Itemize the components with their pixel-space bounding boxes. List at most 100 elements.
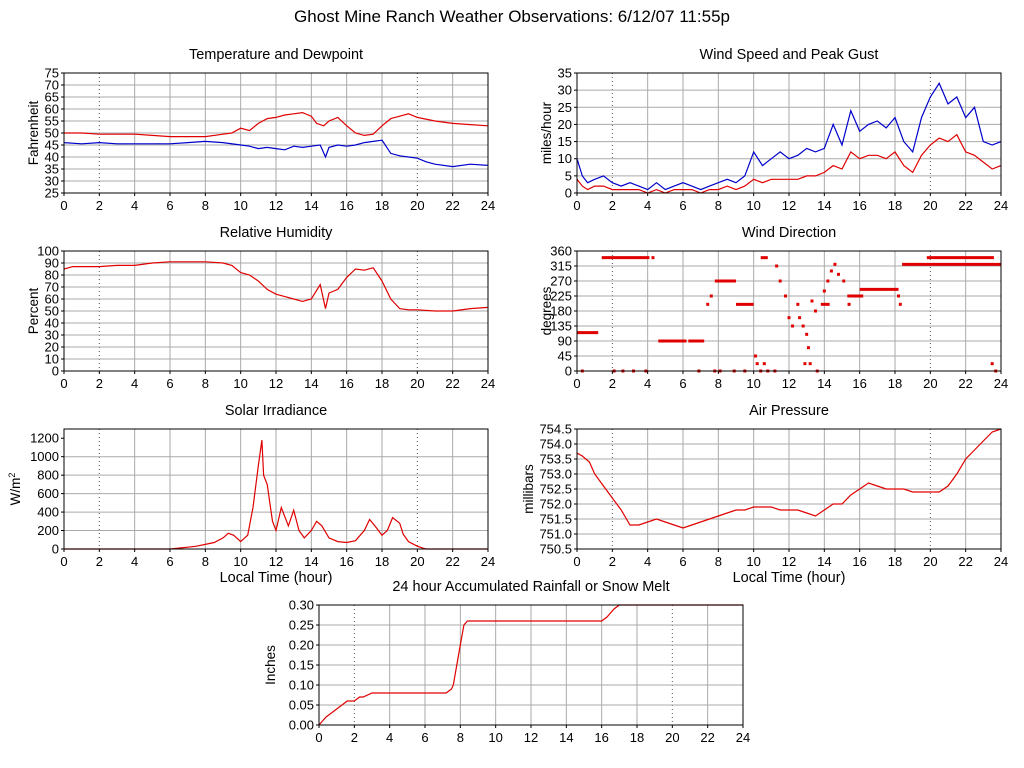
data-point (798, 316, 802, 320)
x-tick-label: 24 (994, 554, 1008, 569)
x-tick-label: 12 (269, 376, 283, 391)
y-tick-label: 752.0 (539, 497, 572, 512)
data-point (753, 354, 757, 358)
y-tick-label: 20 (558, 117, 572, 132)
y-tick-label: 45 (558, 349, 572, 364)
y-tick-label: 750.5 (539, 542, 572, 557)
y-tick-label: 0 (565, 186, 572, 201)
y-axis-label-text: Percent (26, 287, 41, 334)
data-point (796, 302, 800, 306)
y-tick-label: 0 (52, 364, 59, 379)
chart-title: Air Pressure (749, 403, 829, 419)
y-tick-label: 1000 (30, 449, 59, 464)
x-tick-label: 10 (233, 376, 247, 391)
y-tick-label: 800 (37, 468, 59, 483)
x-tick-label: 12 (269, 198, 283, 213)
y-axis-label-text: W/m (8, 478, 23, 506)
y-tick-label: 40 (45, 316, 59, 331)
y-tick-label: 25 (558, 100, 572, 115)
x-tick-label: 4 (386, 730, 393, 745)
y-tick-label: 20 (45, 340, 59, 355)
x-tick-label: 0 (315, 730, 322, 745)
y-axis-label-superscript: 2 (7, 473, 17, 478)
y-tick-label: 100 (37, 244, 59, 259)
y-tick-label: 60 (45, 102, 59, 117)
x-tick-label: 20 (923, 198, 937, 213)
x-tick-label: 20 (410, 198, 424, 213)
x-tick-label: 16 (852, 376, 866, 391)
chart-title: 24 hour Accumulated Rainfall or Snow Mel… (392, 579, 669, 595)
data-point (808, 362, 812, 366)
x-tick-label: 2 (96, 376, 103, 391)
data-point (762, 362, 766, 366)
x-tick-label: 6 (679, 376, 686, 391)
chart-title: Temperature and Dewpoint (189, 47, 363, 63)
x-tick-label: 2 (609, 198, 616, 213)
x-tick-label: 4 (644, 554, 651, 569)
x-tick-label: 22 (958, 554, 972, 569)
y-axis-label: W/m2 (7, 473, 23, 506)
y-axis-label: millibars (521, 464, 536, 514)
x-tick-label: 12 (782, 198, 796, 213)
data-series-line (577, 82, 1001, 191)
data-point (706, 302, 710, 306)
y-tick-label: 50 (45, 126, 59, 141)
x-tick-label: 6 (166, 376, 173, 391)
y-tick-label: 75 (45, 66, 59, 81)
y-tick-label: 0.30 (289, 598, 314, 613)
x-tick-label: 4 (131, 376, 138, 391)
y-tick-label: 360 (550, 244, 572, 259)
y-tick-label: 0.05 (289, 698, 314, 713)
y-tick-label: 35 (558, 66, 572, 81)
y-tick-label: 135 (550, 319, 572, 334)
data-point (836, 272, 840, 276)
y-axis-label: degrees (539, 286, 554, 335)
x-tick-label: 4 (131, 198, 138, 213)
x-tick-label: 10 (488, 730, 502, 745)
temperature-dewpoint-chart: 0 2 4 6 8 10 12 14 16 18 20 22 242530354045505560657… (26, 47, 495, 213)
data-series-line (64, 261, 488, 312)
data-point (833, 262, 837, 266)
y-tick-label: 70 (45, 280, 59, 295)
y-tick-label: 270 (550, 274, 572, 289)
relative-humidity-chart: 0 2 4 6 8 10 12 14 16 18 20 22 240102030405060708090… (26, 225, 495, 391)
y-tick-label: 600 (37, 486, 59, 501)
y-tick-label: 40 (45, 150, 59, 165)
y-tick-label: 35 (45, 162, 59, 177)
x-tick-label: 12 (269, 554, 283, 569)
y-tick-label: 70 (45, 78, 59, 93)
data-point (842, 279, 846, 283)
y-axis-label-text: miles/hour (539, 101, 554, 164)
y-tick-label: 10 (45, 352, 59, 367)
x-tick-label: 16 (339, 376, 353, 391)
x-tick-label: 6 (679, 198, 686, 213)
data-point (822, 289, 826, 293)
y-tick-label: 15 (558, 134, 572, 149)
data-point (847, 302, 851, 306)
x-tick-label: 0 (573, 554, 580, 569)
x-tick-label: 22 (958, 376, 972, 391)
y-tick-label: 0.00 (289, 718, 314, 733)
x-tick-label: 12 (782, 376, 796, 391)
x-tick-label: 10 (233, 554, 247, 569)
x-tick-label: 10 (746, 198, 760, 213)
x-tick-label: 16 (594, 730, 608, 745)
x-tick-label: 10 (233, 198, 247, 213)
x-tick-label: 20 (923, 376, 937, 391)
chart-title: Solar Irradiance (225, 403, 327, 419)
y-tick-label: 0.20 (289, 638, 314, 653)
data-point (826, 279, 830, 283)
x-tick-label: 14 (304, 376, 318, 391)
x-tick-label: 2 (96, 554, 103, 569)
x-tick-label: 8 (202, 554, 209, 569)
x-tick-label: 22 (700, 730, 714, 745)
y-tick-label: 180 (550, 304, 572, 319)
x-tick-label: 10 (746, 376, 760, 391)
data-point (755, 362, 759, 366)
x-tick-label: 20 (410, 554, 424, 569)
y-tick-label: 0 (52, 542, 59, 557)
x-tick-label: 18 (888, 554, 902, 569)
rainfall-chart: 0 2 4 6 8 10 12 14 16 18 20 22 240.000.050.100.150.2… (263, 579, 750, 745)
x-tick-label: 20 (410, 376, 424, 391)
data-point (791, 324, 795, 328)
